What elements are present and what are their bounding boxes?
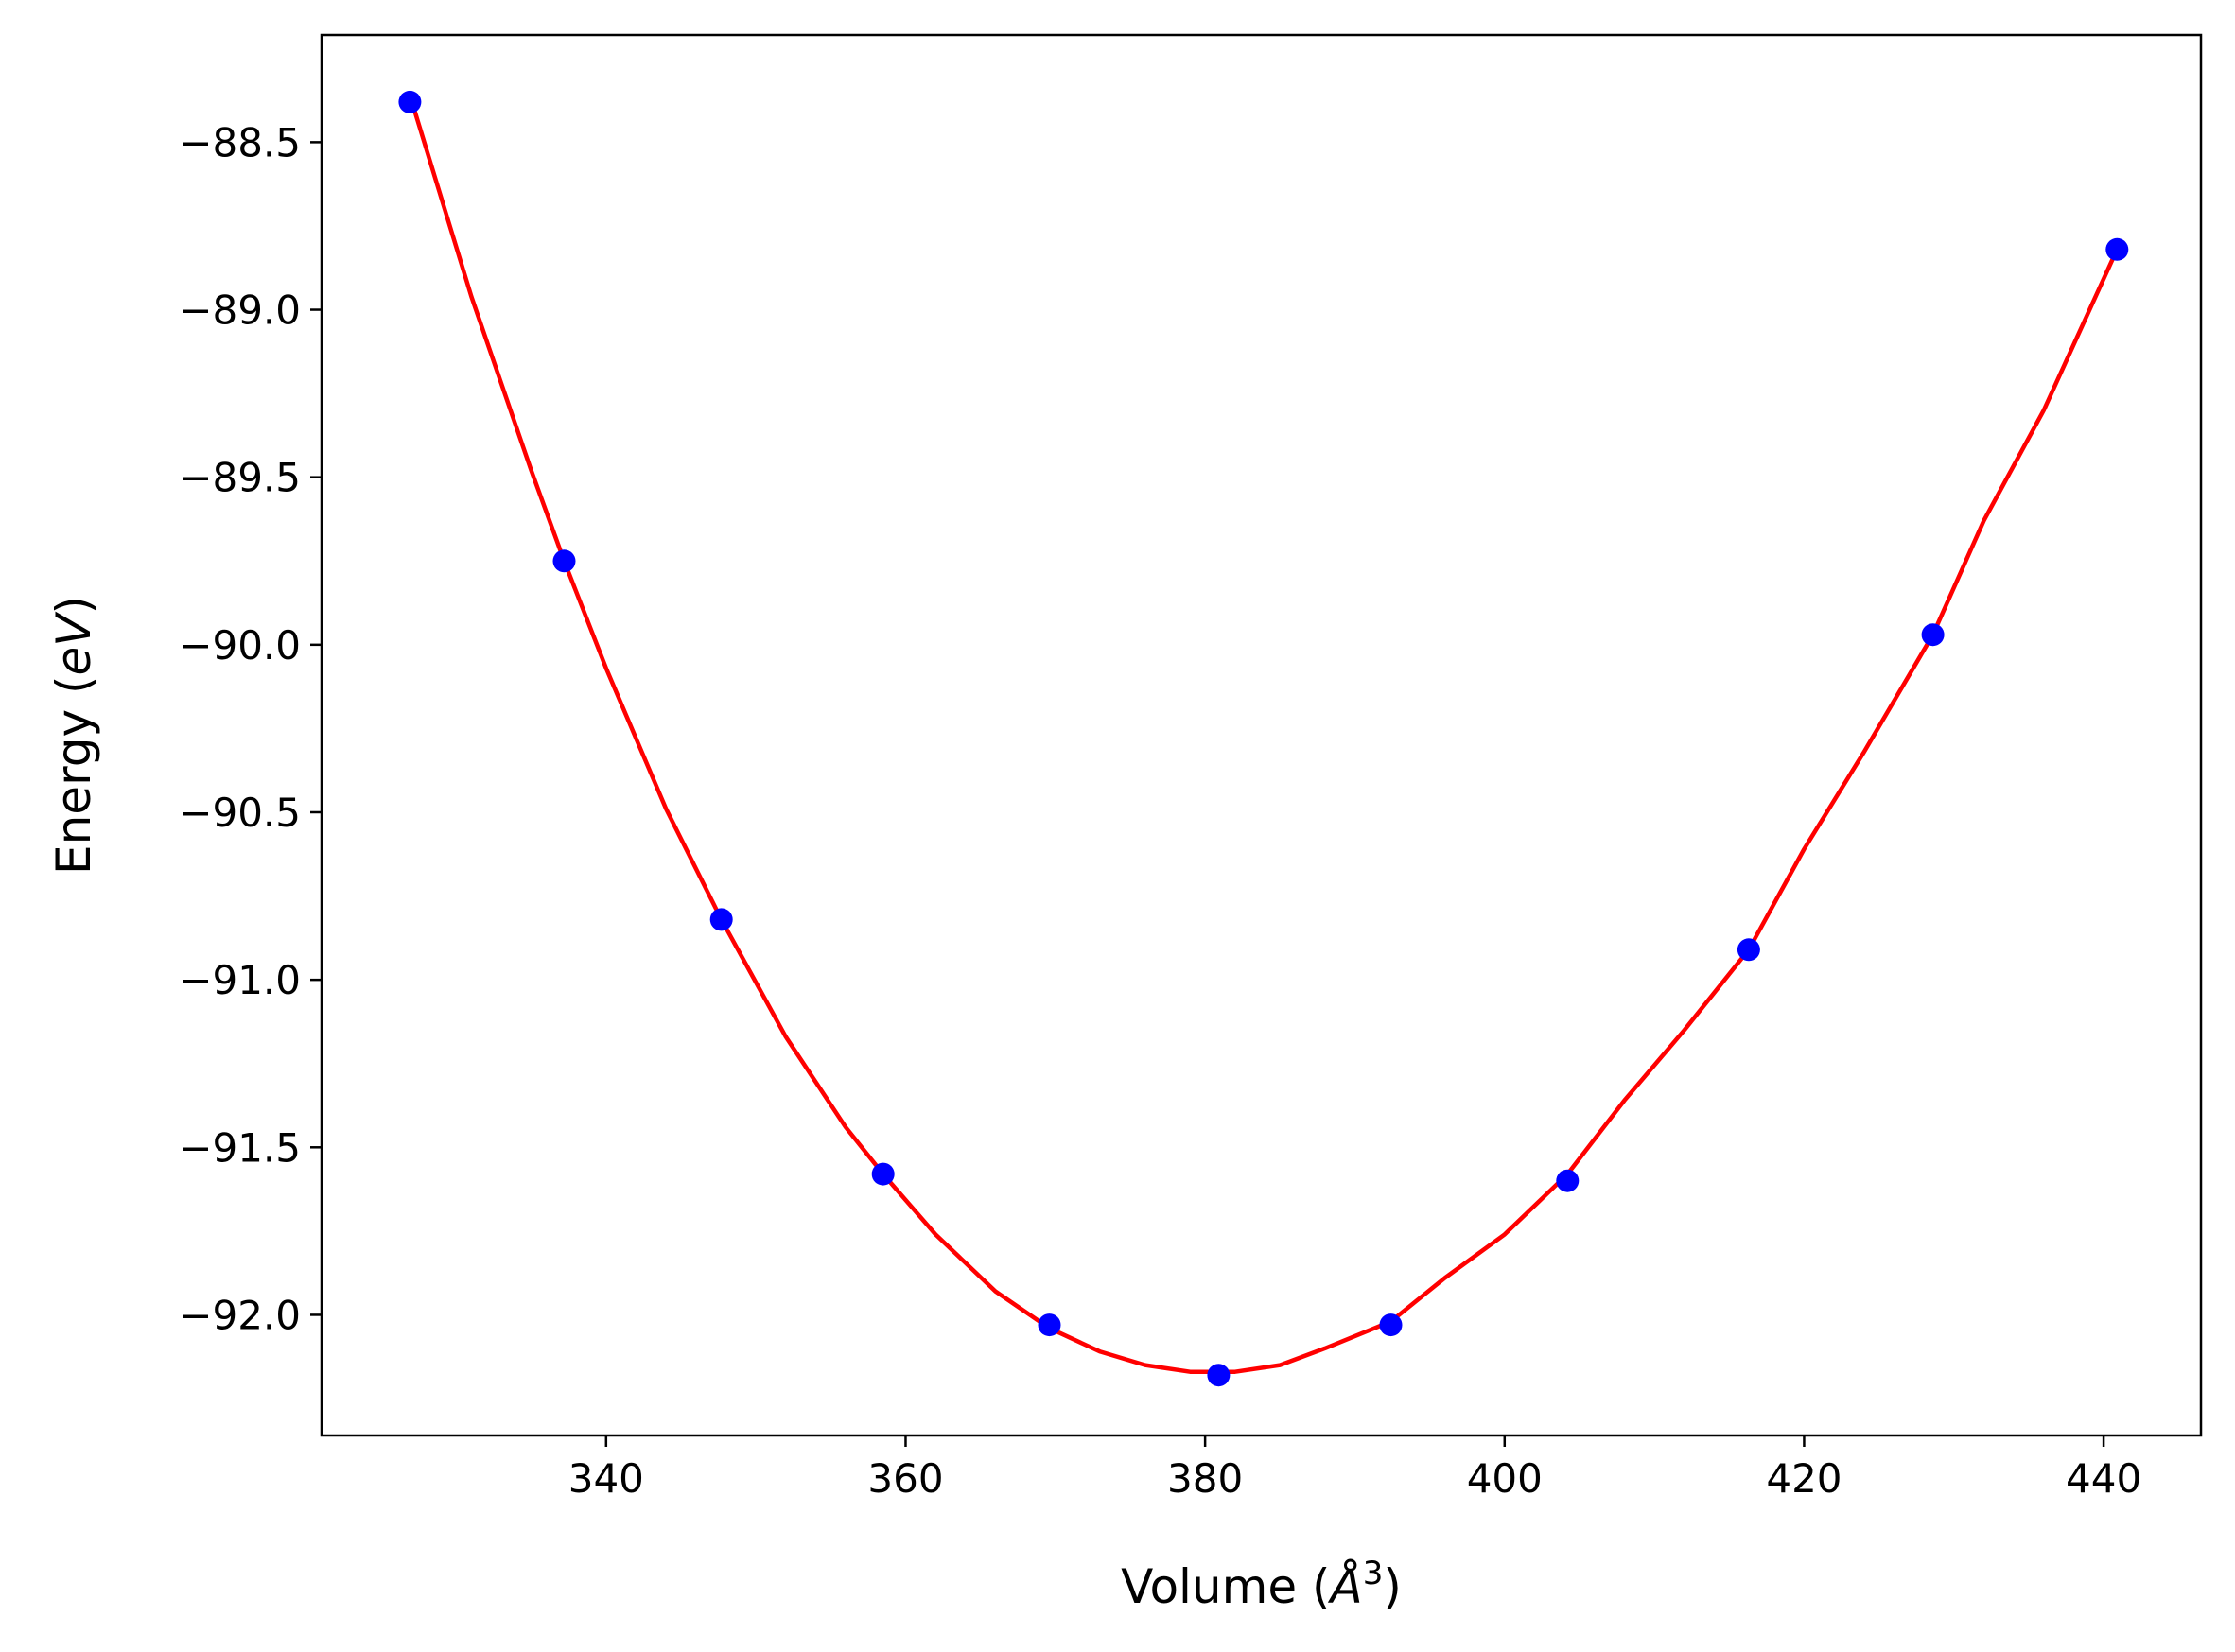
y-tick-label: −89.5 <box>179 455 301 501</box>
y-tick-label: −90.0 <box>179 622 301 669</box>
y-tick-label: −88.5 <box>179 119 301 165</box>
x-tick-label: 360 <box>867 1455 943 1502</box>
y-tick-label: −89.0 <box>179 287 301 334</box>
y-axis-label-text: Energy ( <box>46 676 101 875</box>
x-tick-label: 440 <box>2066 1455 2141 1502</box>
data-point-1 <box>398 90 422 113</box>
y-tick-label: −91.5 <box>179 1124 301 1171</box>
y-axis-label: Energy (eV) <box>46 596 101 875</box>
data-point-11 <box>2105 237 2129 261</box>
y-tick-label: −92.0 <box>179 1292 301 1338</box>
x-tick-label: 420 <box>1766 1455 1842 1502</box>
x-tick-label: 380 <box>1167 1455 1243 1502</box>
data-point-3 <box>709 908 733 931</box>
y-tick-label: −90.5 <box>179 790 301 836</box>
data-point-7 <box>1379 1313 1403 1337</box>
data-point-4 <box>871 1162 895 1186</box>
x-axis-label-text: Volume ( <box>1121 1559 1330 1614</box>
ticks: 340 360 380 400 420 440 −88.5 −89.0 −89.5 −90.0 −9… <box>179 119 2141 1502</box>
data-point-5 <box>1038 1313 1061 1337</box>
plot-area <box>398 90 2129 1387</box>
y-axis-label-suffix: ) <box>46 596 101 615</box>
data-point-2 <box>552 549 576 573</box>
data-point-8 <box>1556 1169 1580 1192</box>
x-axis-label-superscript: 3 <box>1363 1555 1384 1592</box>
x-tick-label: 340 <box>568 1455 644 1502</box>
x-axis-label: Volume (Å3) <box>1121 1555 1402 1614</box>
y-tick-label: −91.0 <box>179 957 301 1003</box>
x-axis-label-unit: Å <box>1328 1559 1363 1614</box>
data-point-9 <box>1737 938 1760 962</box>
x-axis-label-suffix: ) <box>1383 1559 1402 1614</box>
y-axis-label-unit: eV <box>46 611 101 676</box>
data-point-6 <box>1207 1364 1231 1387</box>
axes-frame <box>320 33 2203 1437</box>
x-tick-label: 400 <box>1467 1455 1543 1502</box>
data-point-10 <box>1921 623 1945 647</box>
